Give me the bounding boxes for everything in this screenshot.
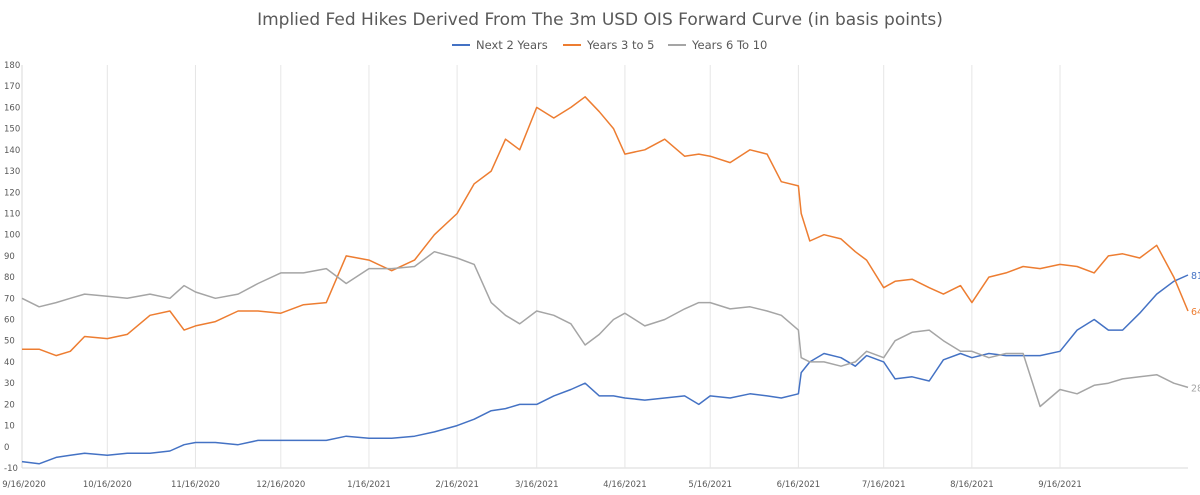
legend-label: Next 2 Years (476, 38, 548, 52)
y-tick-label: 10 (4, 422, 15, 432)
y-tick-label: 140 (4, 146, 20, 156)
y-axis: -10 0 10 20 30 40 50 60 70 80 90 100 110 120 130 140 150… (4, 61, 20, 474)
x-tick-label: 3/16/2021 (515, 480, 559, 490)
y-tick-label: 170 (4, 82, 20, 92)
x-tick-label: 4/16/2021 (603, 480, 647, 490)
y-tick-label: 60 (4, 316, 15, 326)
y-tick-label: 130 (4, 167, 20, 177)
y-tick-label: 160 (4, 103, 20, 113)
end-labels: 81 64 28 (1191, 271, 1200, 394)
x-tick-label: 9/16/2020 (2, 480, 46, 490)
y-tick-label: 150 (4, 125, 20, 135)
y-tick-label: 50 (4, 337, 15, 347)
y-tick-label: 120 (4, 188, 20, 198)
y-tick-label: 110 (4, 209, 20, 219)
y-tick-label: 180 (4, 61, 20, 71)
legend-label: Years 6 To 10 (691, 38, 767, 52)
y-tick-label: 40 (4, 358, 15, 368)
y-tick-label: 80 (4, 273, 15, 283)
x-axis: 9/16/2020 10/16/2020 11/16/2020 12/16/2020 1… (2, 480, 1082, 490)
x-tick-label: 9/16/2021 (1038, 480, 1082, 490)
legend-label: Years 3 to 5 (586, 38, 654, 52)
x-tick-label: 12/16/2020 (256, 480, 305, 490)
x-tick-label: 5/16/2021 (688, 480, 732, 490)
series-lines (21, 96, 1189, 465)
x-tick-label: 2/16/2021 (435, 480, 479, 490)
end-value-label: 64 (1191, 307, 1200, 318)
x-tick-label: 7/16/2021 (862, 480, 906, 490)
y-tick-label: 70 (4, 294, 15, 304)
legend: Next 2 Years Years 3 to 5 Years 6 To 10 (452, 38, 767, 52)
y-tick-label: 20 (4, 400, 15, 410)
y-tick-label: 30 (4, 379, 15, 389)
x-tick-label: 11/16/2020 (171, 480, 220, 490)
x-tick-label: 8/16/2021 (950, 480, 994, 490)
end-value-label: 81 (1191, 271, 1200, 282)
y-tick-label: 0 (4, 443, 9, 453)
chart-title: Implied Fed Hikes Derived From The 3m US… (257, 10, 943, 30)
x-tick-label: 10/16/2020 (83, 480, 132, 490)
series-line (21, 274, 1189, 465)
x-tick-label: 6/16/2021 (777, 480, 821, 490)
series-line (21, 250, 1189, 408)
y-tick-label: -10 (4, 464, 18, 474)
series-line (22, 96, 1189, 357)
y-tick-label: 90 (4, 252, 15, 262)
end-value-label: 28 (1191, 383, 1200, 394)
grid (21, 65, 1188, 469)
y-tick-label: 100 (4, 231, 20, 241)
x-tick-label: 1/16/2021 (347, 480, 391, 490)
